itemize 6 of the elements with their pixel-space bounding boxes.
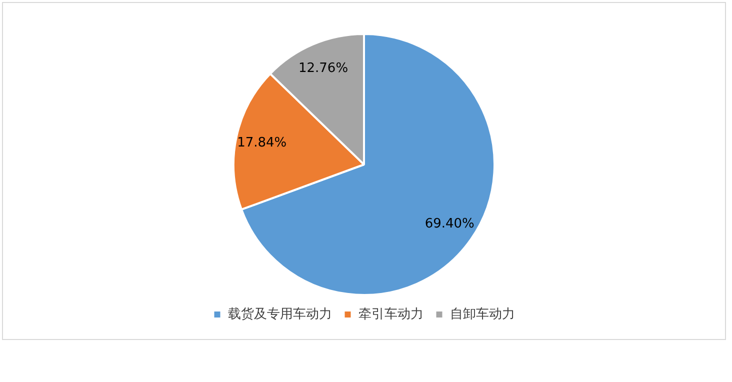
data-label: 69.40%	[424, 216, 474, 232]
data-label: 12.76%	[298, 60, 348, 76]
legend-label: 牵引车动力	[358, 306, 424, 322]
legend-label: 自卸车动力	[450, 306, 515, 322]
legend-label: 载货及专用车动力	[228, 306, 332, 322]
data-label: 17.84%	[237, 135, 287, 150]
